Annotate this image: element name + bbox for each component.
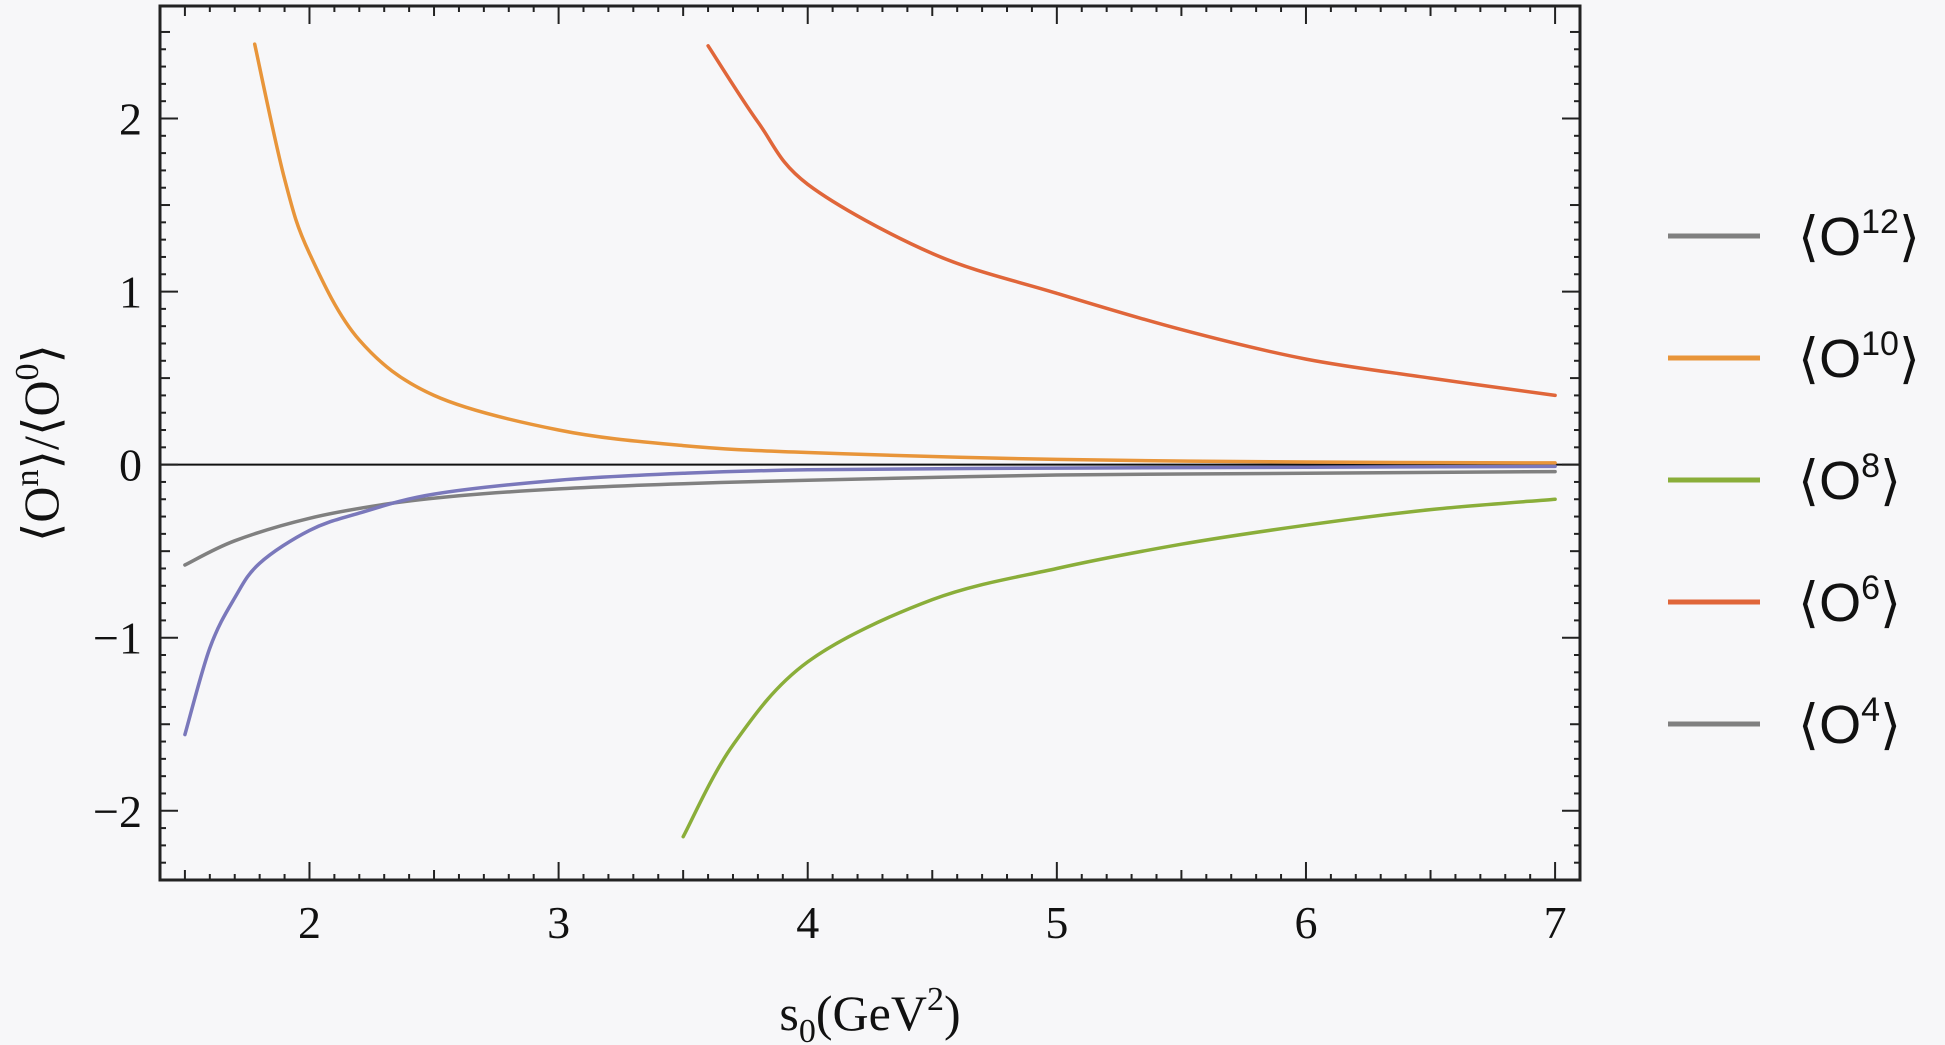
x-tick-label: 3 [547,897,570,948]
y-tick-label: 2 [119,93,142,144]
legend-label-sup: 10 [1861,325,1899,363]
legend: ⟨O12⟩⟨O10⟩⟨O8⟩⟨O6⟩⟨O4⟩ [1668,203,1920,755]
x-tick-label: 5 [1045,897,1068,948]
x-axis-title-part: (GeV [816,985,927,1041]
legend-label-close: ⟩ [1880,695,1901,755]
x-axis-title: s0(GeV2) [779,981,960,1045]
y-axis-title-part: ⟩/⟨O [13,380,69,469]
series-line-4 [183,464,1557,737]
legend-label-sup: 4 [1861,691,1880,729]
legend-label-sup: 8 [1861,447,1880,485]
y-tick-label: −1 [93,613,142,664]
y-axis-title-part: ⟨O [13,486,69,542]
x-axis-title-sub: 0 [799,1013,816,1045]
y-axis-title-part: ⟩ [13,344,69,364]
x-axis-title-part: ) [944,985,961,1041]
axis-ticks [160,6,1580,880]
legend-label-base: ⟨O [1798,695,1861,755]
legend-label-close: ⟩ [1899,207,1920,267]
x-tick-label: 6 [1294,897,1317,948]
legend-label-sup: 12 [1861,203,1899,241]
x-axis-title-sup: 2 [927,981,944,1018]
series-line-1 [252,42,1557,465]
y-tick-label: 1 [119,267,142,318]
plot-area [158,4,1582,882]
y-tick-label: −2 [93,786,142,837]
y-axis-title: ⟨On⟩/⟨O0⟩ [9,344,69,542]
legend-label-1: ⟨O10⟩ [1798,325,1920,389]
legend-label-close: ⟩ [1880,573,1901,633]
x-tick-label: 7 [1544,897,1567,948]
y-tick-label: 0 [119,440,142,491]
series-line-2 [681,497,1557,839]
x-axis-title-part: s [779,985,798,1041]
legend-label-0: ⟨O12⟩ [1798,203,1920,267]
legend-label-base: ⟨O [1798,329,1861,389]
series-line-0 [183,469,1557,567]
series-line-3 [706,44,1557,398]
legend-label-4: ⟨O4⟩ [1798,691,1901,755]
series-lines [183,42,1557,839]
legend-label-base: ⟨O [1798,573,1861,633]
y-axis-title-sup: 0 [9,363,46,380]
plot-frame [158,4,1582,882]
x-tick-label: 4 [796,897,819,948]
legend-label-close: ⟩ [1880,451,1901,511]
legend-label-base: ⟨O [1798,207,1861,267]
legend-label-3: ⟨O6⟩ [1798,569,1901,633]
legend-label-sup: 6 [1861,569,1880,607]
x-tick-label: 2 [298,897,321,948]
y-axis-title-sup: n [9,469,46,486]
legend-label-2: ⟨O8⟩ [1798,447,1901,511]
legend-label-close: ⟩ [1899,329,1920,389]
legend-label-base: ⟨O [1798,451,1861,511]
